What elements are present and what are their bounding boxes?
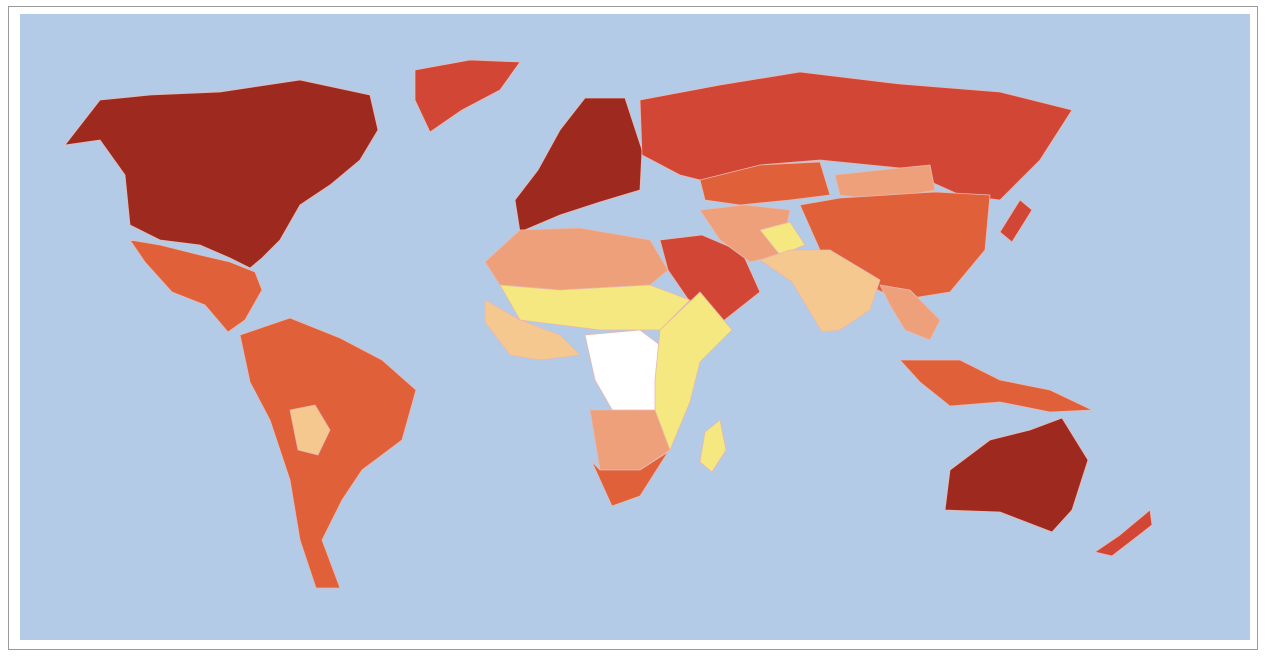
region-south-africa — [591, 451, 669, 507]
region-greenland — [414, 59, 521, 133]
region-bolivia — [289, 404, 331, 456]
region-mexico-central-america — [129, 239, 263, 333]
region-west-africa — [484, 299, 581, 361]
region-southeast-asia — [879, 284, 941, 341]
region-mongolia — [834, 164, 936, 201]
region-australia — [944, 417, 1089, 533]
region-afghanistan — [759, 221, 806, 256]
region-south-america — [239, 317, 417, 589]
region-madagascar — [699, 419, 727, 473]
region-japan — [999, 199, 1033, 243]
region-new-zealand — [1094, 509, 1153, 557]
map-svg — [20, 14, 1250, 640]
region-sahel — [499, 284, 691, 331]
region-indonesia — [899, 359, 1093, 413]
region-north-america — [64, 79, 379, 269]
region-east-africa — [654, 291, 733, 451]
region-middle-east — [659, 234, 761, 323]
region-central-asia — [699, 161, 831, 206]
region-india — [759, 249, 881, 333]
world-choropleth-map — [20, 14, 1250, 640]
